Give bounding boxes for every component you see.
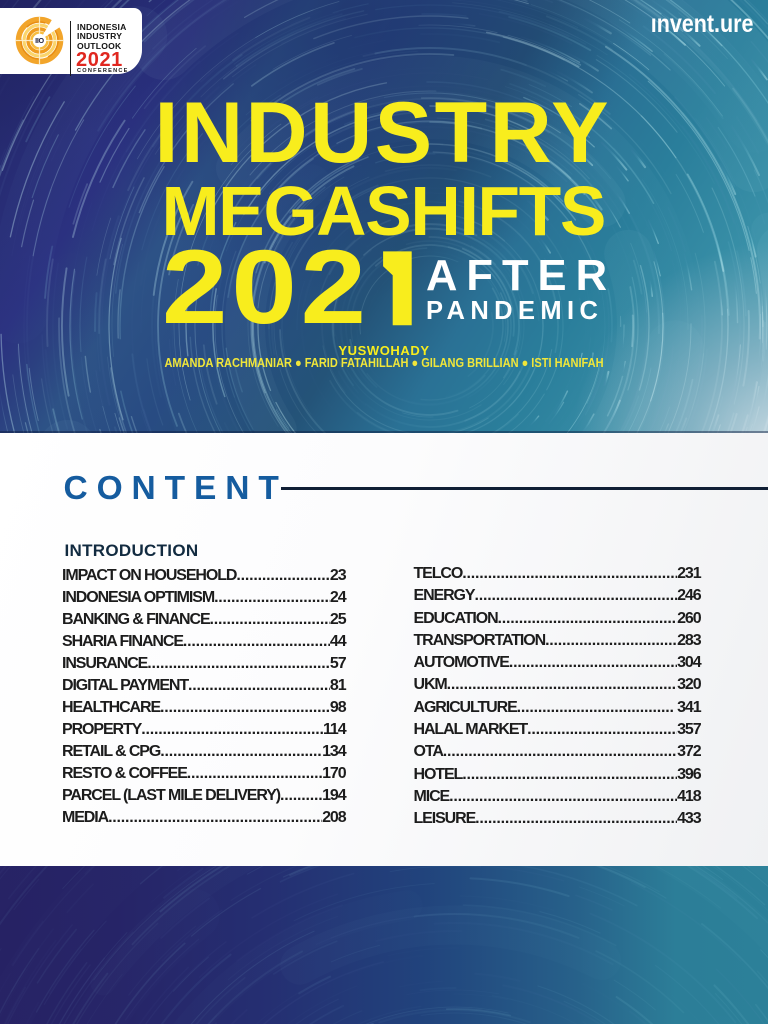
- svg-text:IIO: IIO: [35, 36, 44, 45]
